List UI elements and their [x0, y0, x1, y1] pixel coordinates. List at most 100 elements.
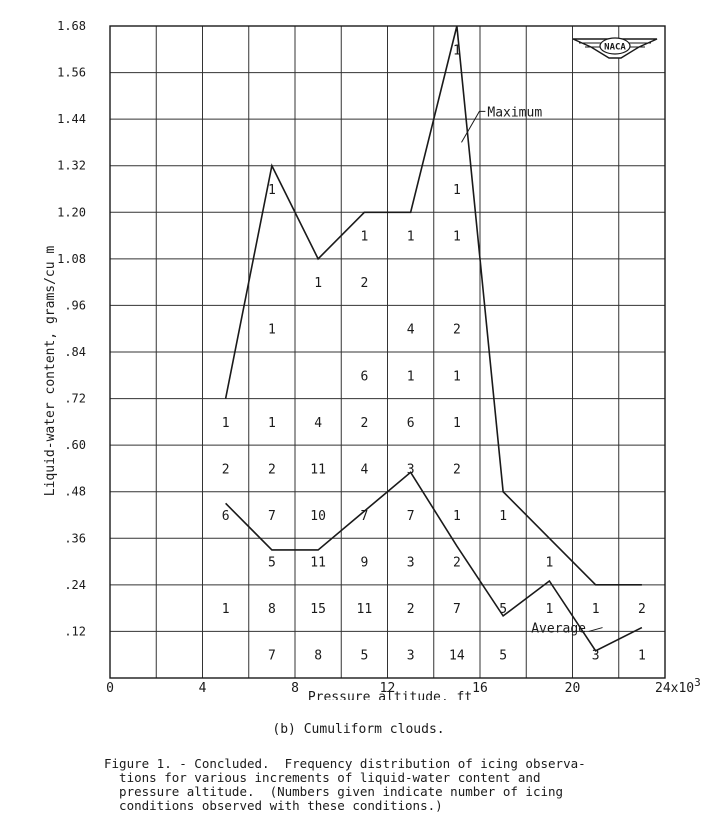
- y-tick-label: 1.56: [57, 66, 86, 80]
- cell-count: 11: [310, 462, 326, 477]
- chart: .12 .24 .36 .48 .60 .72 .84 .96 1.08 1.20 1.32 1.44…: [43, 19, 701, 700]
- cell-count: 1: [407, 369, 415, 384]
- y-tick-label: .24: [64, 578, 86, 592]
- y-tick-label: .48: [64, 485, 86, 499]
- cell-count: 1: [453, 509, 461, 524]
- cell-count: 2: [453, 556, 461, 571]
- annotation-average: Average: [531, 622, 586, 637]
- cell-count: 1: [545, 556, 553, 571]
- cell-count: 1: [360, 230, 368, 245]
- y-tick-label: 1.08: [57, 252, 86, 266]
- cell-count: 4: [407, 323, 415, 338]
- x-axis-label: Pressure altitude, ft: [308, 690, 472, 700]
- cell-count: 3: [407, 462, 415, 477]
- logo-center-oval: [599, 37, 631, 55]
- cell-count: 1: [453, 230, 461, 245]
- cell-count: 14: [449, 649, 465, 664]
- cell-count: 1: [592, 602, 600, 617]
- cell-count: 3: [407, 649, 415, 664]
- x-tick-label: 4: [199, 681, 207, 696]
- cell-count: 1: [222, 602, 230, 617]
- plot-frame: [109, 25, 666, 679]
- cell-count: 5: [499, 602, 507, 617]
- figure-caption: (b) Cumuliform clouds.: [272, 722, 445, 737]
- x-tick-exponent: 3: [694, 676, 701, 689]
- cell-count: 1: [453, 416, 461, 431]
- cell-count: 7: [268, 509, 276, 524]
- naca-logo: NACA: [572, 37, 658, 59]
- y-tick-label: 1.68: [57, 19, 86, 33]
- cell-count: 1: [453, 183, 461, 198]
- y-tick-label: .72: [64, 392, 86, 406]
- x-tick-label: 24x103: [655, 676, 701, 696]
- cell-count: 2: [222, 462, 230, 477]
- x-tick-labels: 0 4 8 12 16 20 24x103: [106, 676, 701, 696]
- x-tick-label: 16: [472, 681, 488, 696]
- cell-count: 5: [499, 649, 507, 664]
- cell-count: 7: [453, 602, 461, 617]
- y-tick-label: 1.20: [57, 205, 86, 219]
- y-tick-label: 1.44: [57, 112, 86, 126]
- y-tick-label: .84: [64, 345, 86, 359]
- cell-count: 1: [407, 230, 415, 245]
- cell-count: 1: [545, 602, 553, 617]
- chart-annotations: Maximum Average: [461, 105, 603, 637]
- cell-count: 1: [453, 43, 461, 58]
- y-tick-label: .60: [64, 438, 86, 452]
- annotation-maximum-leader: [461, 110, 486, 143]
- cell-count: 1: [314, 276, 322, 291]
- x-tick-label: 0: [106, 681, 114, 696]
- chart-axes: [109, 25, 666, 679]
- cell-count: 6: [360, 369, 368, 384]
- cell-count: 2: [360, 416, 368, 431]
- cell-count: 1: [638, 649, 646, 664]
- cell-count: 1: [268, 323, 276, 338]
- y-axis-label: Liquid-water content, grams/cu m: [43, 246, 58, 497]
- cell-count: 1: [268, 416, 276, 431]
- series-line-average: [225, 471, 643, 652]
- chart-series: [224, 25, 643, 652]
- cell-count: 7: [360, 509, 368, 524]
- chart-grid: [109, 25, 666, 679]
- x-tick-label: 12: [380, 681, 396, 696]
- cell-count: 2: [407, 602, 415, 617]
- cell-count: 4: [360, 462, 368, 477]
- y-tick-labels: .12 .24 .36 .48 .60 .72 .84 .96 1.08 1.20 1.32 1.44…: [57, 19, 86, 638]
- cell-count: 1: [453, 369, 461, 384]
- cell-count: 11: [357, 602, 373, 617]
- cell-count: 2: [638, 602, 646, 617]
- cell-count: 2: [268, 462, 276, 477]
- figure-note: Figure 1. - Concluded. Frequency distrib…: [104, 756, 586, 813]
- series-line-maximum: [224, 25, 642, 586]
- cell-count: 10: [310, 509, 326, 524]
- cell-count: 1: [222, 416, 230, 431]
- cell-count: 2: [453, 323, 461, 338]
- cell-count: 8: [314, 649, 322, 664]
- cell-count: 4: [314, 416, 322, 431]
- cell-count: 7: [407, 509, 415, 524]
- cell-count: 3: [592, 649, 600, 664]
- y-tick-label: .12: [64, 624, 86, 638]
- y-tick-label: .36: [64, 531, 86, 545]
- annotation-maximum: Maximum: [487, 105, 542, 120]
- cell-count: 1: [268, 183, 276, 198]
- cell-count: 1: [499, 509, 507, 524]
- cell-count: 6: [222, 509, 230, 524]
- y-tick-label: .96: [64, 298, 86, 312]
- cell-count: 3: [407, 556, 415, 571]
- annotation-average-leader: [588, 627, 603, 632]
- cell-count-labels: 1261111275871411101115812624791151416373…: [222, 43, 646, 663]
- cell-count: 5: [360, 649, 368, 664]
- cell-count: 6: [407, 416, 415, 431]
- x-tick-label: 20: [565, 681, 581, 696]
- cell-count: 2: [453, 462, 461, 477]
- cell-count: 2: [360, 276, 368, 291]
- cell-count: 8: [268, 602, 276, 617]
- cell-count: 5: [268, 556, 276, 571]
- logo-text: NACA: [604, 43, 626, 53]
- cell-count: 11: [310, 556, 326, 571]
- y-tick-label: 1.32: [57, 159, 86, 173]
- cell-count: 7: [268, 649, 276, 664]
- x-tick-label: 8: [291, 681, 299, 696]
- cell-count: 9: [360, 556, 368, 571]
